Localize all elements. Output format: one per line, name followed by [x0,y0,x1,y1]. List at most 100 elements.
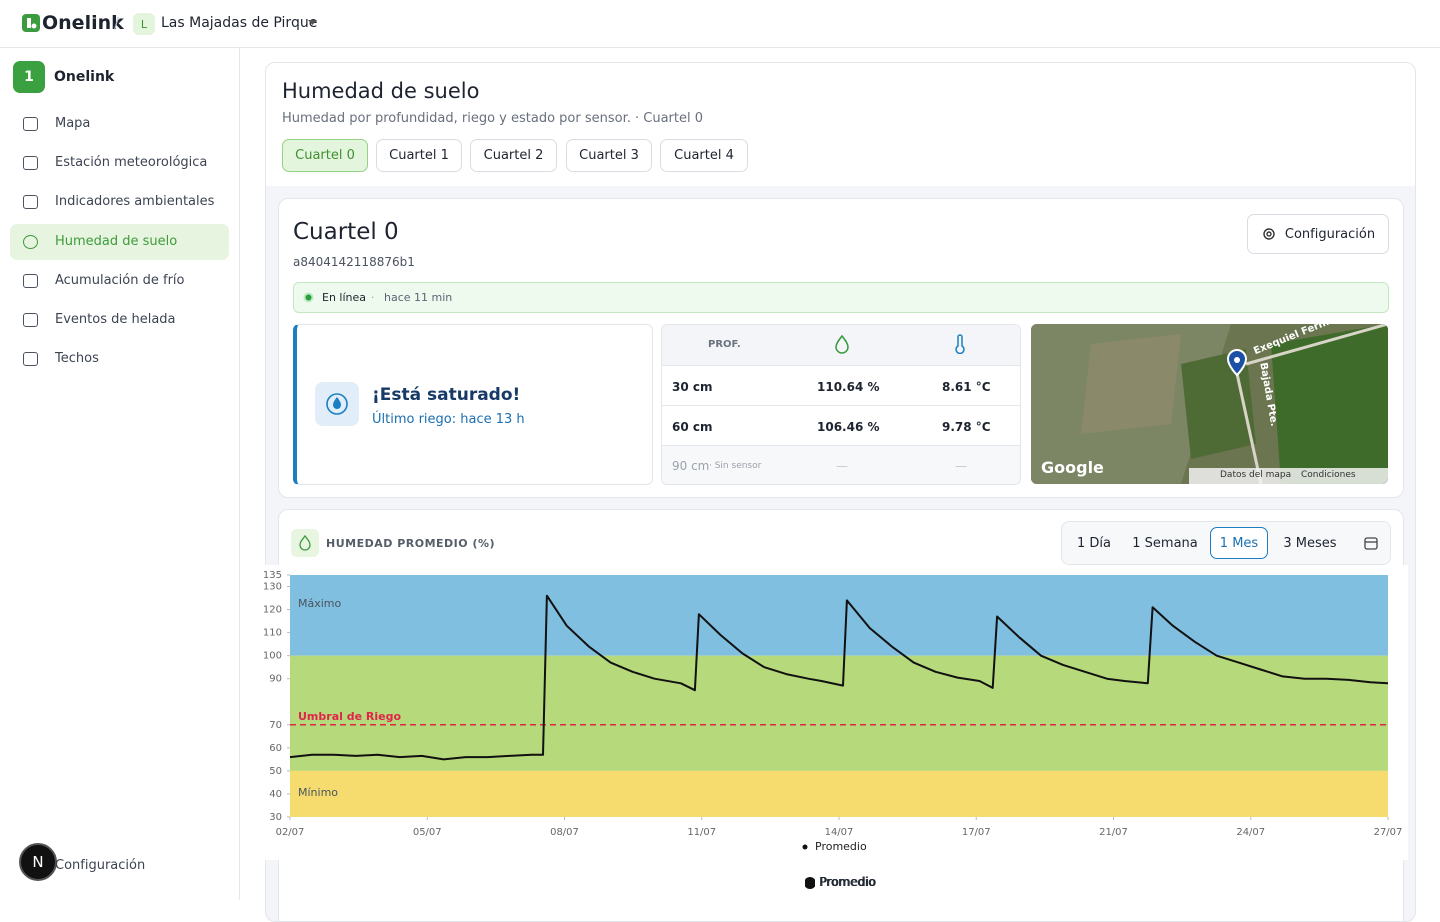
legend-swatch [802,844,808,850]
legend-label: Promedio [819,875,876,889]
y-tick-label: 90 [269,674,282,685]
depth-table: PROF. 30 cm 110.64 % 8.61 °C 60 cm 106.46 % 9… [661,324,1021,485]
org-avatar: L [133,13,155,35]
status-dot [303,292,314,303]
alert-box: ¡Está saturado! Último riego: hace 13 h [293,324,653,485]
row-divider [662,445,1020,446]
nav-icon [23,234,38,249]
x-tick-label: 24/07 [1236,827,1265,838]
x-tick-label: 11/07 [687,827,716,838]
nav-icon [23,273,38,288]
alert-subtitle: Último riego: hace 13 h [372,412,525,427]
config-label: Configuración [1284,226,1376,242]
map-data[interactable]: Datos del mapa [1220,470,1292,480]
settings-link[interactable]: Configuración [55,858,146,873]
sidebar: 1 Onelink Mapa Estación meteorológica Indi… [0,48,240,900]
nav-item[interactable]: Techos [10,341,229,377]
y-tick-label: 40 [269,789,282,800]
page-title: Humedad de suelo [282,79,480,103]
col-depth: PROF. [708,339,741,350]
tab[interactable]: Cuartel 3 [566,139,652,172]
map-image [1031,324,1388,484]
range-button[interactable]: 1 Día [1077,535,1111,551]
y-tick-label: 60 [269,743,282,754]
cell: 9.78 °C [942,420,991,434]
band-label: Máximo [298,597,342,610]
map[interactable]: Exequiel Fern... Bajada Pte. Google Dato… [1031,324,1388,484]
nav-item[interactable]: Indicadores ambientales [10,184,229,220]
row-divider [662,405,1020,406]
user-avatar[interactable]: N [19,843,57,881]
cell: 90 cm [672,459,710,473]
dropdown-caret [308,20,317,25]
gear-icon [1263,228,1275,240]
humidity-icon [835,334,849,354]
x-tick-label: 05/07 [413,827,442,838]
cell: — [955,459,967,473]
cell: 110.64 % [817,380,880,394]
temp-icon [955,334,965,354]
y-tick-label: 70 [269,720,282,731]
page-subtitle: Humedad por profundidad, riego y estado … [282,111,704,126]
nav-label: Humedad de suelo [55,233,178,249]
tab[interactable]: Cuartel 1 [376,139,462,172]
sensor-id: a8404142118876b1 [293,255,415,269]
tab[interactable]: Cuartel 4 [660,139,748,172]
status: En línea [322,291,367,304]
x-tick-label: 14/07 [825,827,854,838]
cell: 106.46 % [817,420,880,434]
range-button[interactable]: 1 Semana [1132,535,1198,551]
nav-label: Techos [55,351,99,367]
workspace-badge: 1 [13,61,45,93]
y-tick-label: 120 [263,605,282,616]
cell: 8.61 °C [942,380,991,394]
range-button[interactable]: 1 Mes [1210,527,1268,559]
cell: 60 cm [672,420,713,434]
threshold-label: Umbral de Riego [298,710,401,723]
cell-note: · Sin sensor [709,461,762,471]
y-tick-label: 30 [269,812,282,823]
series-line [289,594,1389,761]
range-button[interactable]: 3 Meses [1283,535,1337,551]
brand: Onelink [42,12,124,34]
band [290,770,1388,817]
workspace-title: Onelink [54,69,115,85]
updated: hace 11 min [384,291,453,304]
cell: — [836,459,848,473]
panel-title: HUMEDAD PROMEDIO (%) [326,537,496,550]
calendar-icon[interactable] [1364,536,1378,550]
sensor-name: Cuartel 0 [293,219,399,245]
status-sep: · [371,291,375,304]
nav-label: Indicadores ambientales [55,194,215,210]
header: Onelink / L Las Majadas de Pirque [0,0,1440,48]
legend-label[interactable]: Promedio [815,840,867,853]
range-selector: 1 Día 1 Semana 1 Mes 3 Meses [1061,521,1391,565]
separator: / [114,14,120,32]
cell: 30 cm [672,380,713,394]
nav-item[interactable]: Mapa [10,106,229,142]
x-tick-label: 02/07 [276,827,305,838]
row-bg [662,446,1020,484]
tab[interactable]: Cuartel 0 [282,139,368,172]
alert-title: ¡Está saturado! [372,385,521,405]
nav-icon [23,313,38,327]
page-header: Humedad de suelo Humedad por profundidad… [266,63,1415,186]
config-button[interactable]: Configuración [1247,214,1389,254]
band-label: Mínimo [298,786,338,799]
legend-label[interactable]: Promedio [820,875,877,889]
tab[interactable]: Cuartel 2 [470,139,557,172]
y-tick-label: 130 [263,582,282,593]
nav-item[interactable]: Acumulación de frío [10,263,229,299]
nav-item[interactable]: Estación meteorológica [10,145,229,181]
panel-icon [291,529,319,557]
band [290,575,1388,656]
map-terms[interactable]: Condiciones [1301,470,1356,480]
nav-item[interactable]: Humedad de suelo [10,223,229,260]
row-divider [662,365,1020,366]
org-name[interactable]: Las Majadas de Pirque [161,15,318,31]
nav-label: Eventos de helada [55,312,176,327]
band [290,655,1388,771]
nav-icon [23,352,38,367]
x-tick-label: 21/07 [1099,827,1128,838]
nav-item[interactable]: Eventos de helada [10,302,229,338]
